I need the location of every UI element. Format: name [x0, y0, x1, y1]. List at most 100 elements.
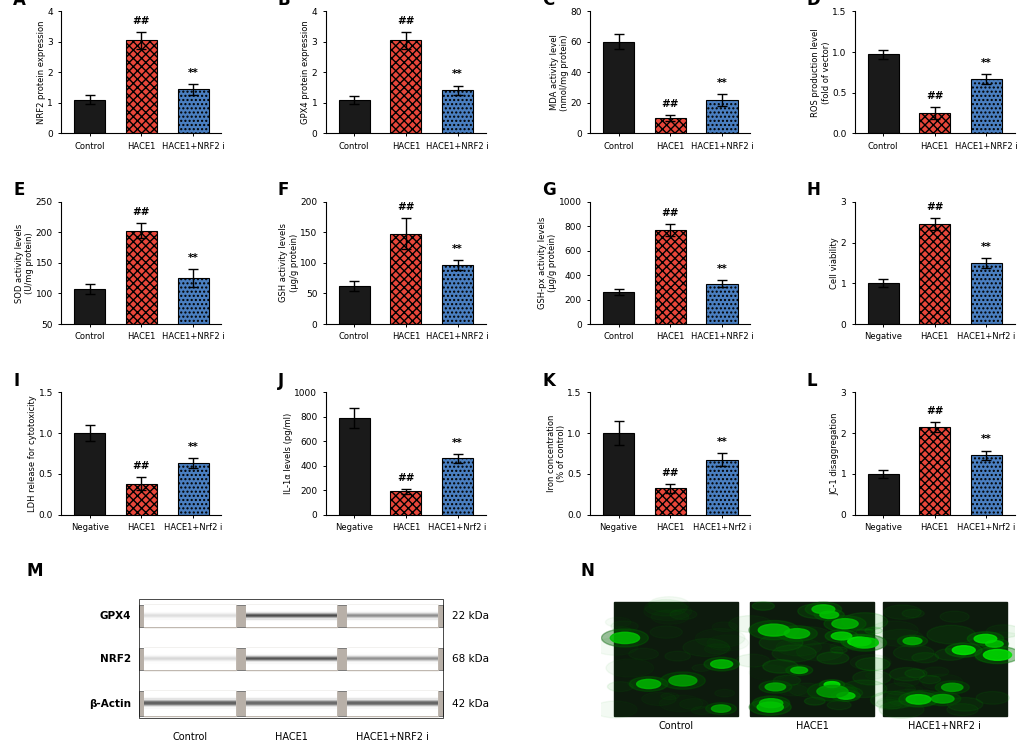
Y-axis label: GPX4 protein expression: GPX4 protein expression: [301, 20, 310, 124]
Bar: [145, 652, 235, 654]
Bar: [145, 659, 235, 660]
Circle shape: [748, 620, 798, 640]
Bar: [145, 648, 235, 670]
Text: 42 kDa: 42 kDa: [451, 699, 488, 709]
Circle shape: [947, 697, 982, 711]
Bar: [602, 292, 634, 324]
Bar: [246, 709, 336, 710]
Text: **: **: [980, 242, 990, 252]
Circle shape: [974, 654, 994, 662]
Text: **: **: [716, 264, 727, 274]
Bar: [246, 703, 336, 705]
Bar: [145, 615, 235, 616]
Bar: [74, 289, 105, 355]
Circle shape: [924, 692, 960, 706]
Bar: [346, 654, 438, 656]
Bar: [918, 224, 950, 324]
Circle shape: [607, 681, 633, 691]
Bar: [441, 459, 473, 514]
Bar: [246, 622, 336, 623]
Bar: [346, 701, 438, 703]
Circle shape: [966, 632, 1003, 645]
Bar: [246, 617, 336, 618]
Circle shape: [837, 687, 855, 694]
Bar: [145, 611, 235, 613]
Bar: [346, 696, 438, 697]
Circle shape: [824, 630, 857, 642]
Circle shape: [864, 627, 881, 634]
Bar: [145, 609, 235, 611]
Circle shape: [804, 602, 841, 616]
Circle shape: [788, 683, 823, 697]
Text: **: **: [187, 68, 199, 78]
Bar: [177, 278, 208, 355]
Bar: [246, 625, 336, 626]
Bar: [246, 623, 336, 624]
Bar: [145, 669, 235, 670]
Bar: [145, 706, 235, 707]
Bar: [246, 651, 336, 652]
Bar: [346, 700, 438, 701]
Circle shape: [692, 664, 710, 672]
Bar: [145, 626, 235, 627]
Bar: [970, 456, 1001, 514]
Bar: [346, 659, 438, 660]
Text: **: **: [187, 253, 199, 263]
Bar: [346, 711, 438, 712]
Bar: [246, 648, 336, 670]
Bar: [346, 623, 438, 624]
Bar: [602, 433, 634, 514]
Circle shape: [660, 672, 704, 689]
Y-axis label: MDA activity level
(nmol/mg protein): MDA activity level (nmol/mg protein): [549, 34, 569, 111]
Bar: [145, 663, 235, 665]
Bar: [145, 614, 235, 615]
Circle shape: [757, 624, 789, 636]
Bar: [750, 602, 873, 716]
Circle shape: [852, 670, 890, 685]
Circle shape: [796, 643, 843, 661]
Bar: [246, 624, 336, 625]
Circle shape: [829, 647, 847, 654]
Text: K: K: [541, 372, 554, 390]
Bar: [145, 700, 235, 701]
Bar: [145, 710, 235, 711]
Circle shape: [628, 648, 658, 660]
Bar: [140, 648, 443, 670]
Bar: [145, 705, 235, 706]
Text: ##: ##: [132, 16, 150, 26]
Circle shape: [776, 684, 807, 696]
Bar: [346, 695, 438, 696]
Bar: [246, 659, 336, 660]
Bar: [145, 712, 235, 714]
Circle shape: [819, 611, 838, 618]
Circle shape: [875, 700, 902, 709]
Bar: [145, 691, 235, 716]
Bar: [145, 696, 235, 697]
Y-axis label: NRF2 protein expression: NRF2 protein expression: [37, 20, 46, 124]
Circle shape: [609, 633, 639, 644]
Circle shape: [829, 687, 862, 699]
Bar: [145, 608, 235, 609]
Circle shape: [926, 625, 974, 644]
Bar: [145, 654, 235, 656]
Bar: [346, 709, 438, 710]
Circle shape: [829, 643, 848, 650]
Text: ##: ##: [925, 406, 943, 416]
Y-axis label: IL-1α levels (pg/ml): IL-1α levels (pg/ml): [283, 413, 292, 494]
Bar: [246, 656, 336, 657]
Bar: [346, 620, 438, 622]
Text: B: B: [277, 0, 290, 9]
Bar: [145, 699, 235, 700]
Bar: [145, 711, 235, 712]
Bar: [881, 602, 1006, 716]
Circle shape: [775, 639, 821, 656]
Bar: [246, 660, 336, 661]
Text: J: J: [277, 372, 283, 390]
Circle shape: [830, 691, 859, 701]
Bar: [867, 283, 898, 324]
Bar: [390, 491, 421, 514]
Circle shape: [783, 626, 830, 645]
Circle shape: [826, 700, 851, 709]
Bar: [246, 706, 336, 707]
Bar: [346, 706, 438, 707]
